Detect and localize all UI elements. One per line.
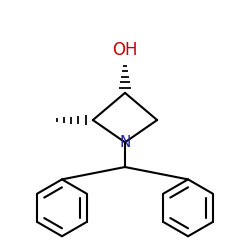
Text: N: N xyxy=(119,135,131,150)
Text: OH: OH xyxy=(112,41,138,59)
